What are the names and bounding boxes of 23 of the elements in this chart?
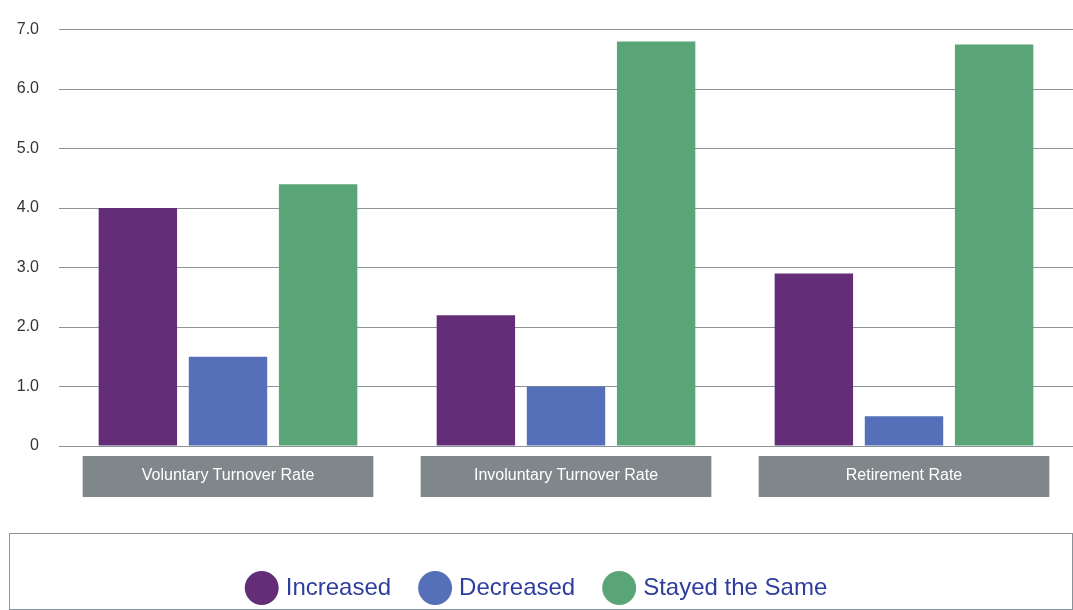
legend-label: Increased <box>285 572 392 600</box>
x-tick-label: Retirement Rate <box>845 466 963 484</box>
bar <box>616 41 696 446</box>
y-tick-label: 3.0 <box>16 257 40 275</box>
x-tick-label: Involuntary Turnover Rate <box>473 466 659 484</box>
bar <box>98 208 178 446</box>
legend-label: Stayed the Same <box>643 572 828 600</box>
y-tick-label: 7.0 <box>16 20 40 38</box>
y-tick-label: 0 <box>30 436 40 454</box>
y-tick-label: 6.0 <box>16 79 40 97</box>
bar <box>188 356 268 446</box>
bar <box>278 184 358 446</box>
bar <box>954 44 1034 446</box>
bar <box>864 416 944 446</box>
legend-label: Decreased <box>459 572 576 600</box>
bar <box>526 386 606 446</box>
y-tick-label: 2.0 <box>16 317 40 335</box>
y-tick-label: 5.0 <box>16 138 40 156</box>
y-tick-label: 1.0 <box>16 376 40 394</box>
bar <box>774 273 854 446</box>
x-tick-label: Voluntary Turnover Rate <box>141 466 315 484</box>
y-tick-label: 4.0 <box>16 198 40 216</box>
bar <box>436 315 516 446</box>
